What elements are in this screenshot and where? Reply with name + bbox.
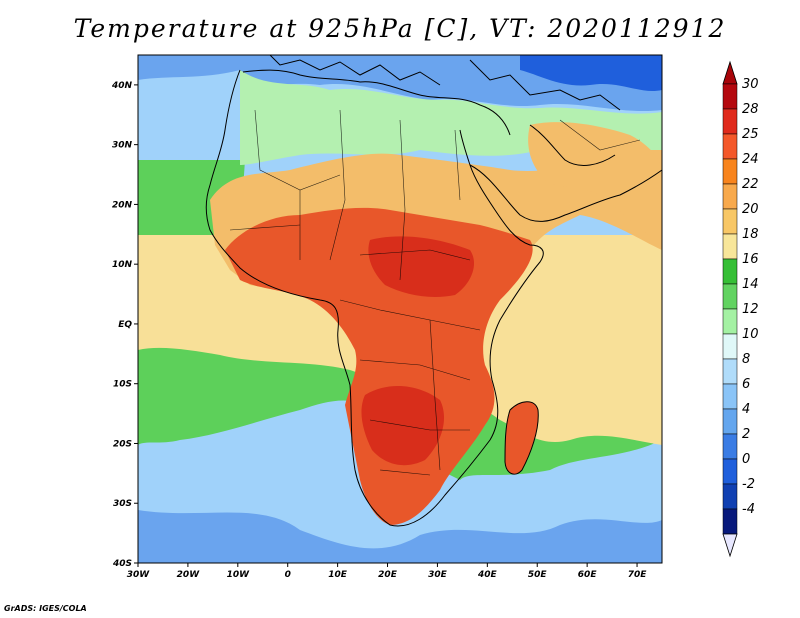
colorbar-level-label: -2 (742, 477, 755, 492)
latitude-tick-label: 10S (113, 380, 132, 390)
country-borders (229, 109, 641, 476)
colorbar-swatch (722, 83, 738, 110)
longitude-tick-label: 40E (477, 570, 498, 580)
ocean-far-south-band (138, 510, 662, 563)
colorbar-level-label: -4 (742, 502, 755, 517)
colorbar-swatch (722, 508, 738, 535)
longitude-tick-label: 60E (578, 570, 598, 580)
colorbar-swatch (722, 408, 738, 435)
latitude-ticks: 40N 30N 20N 10N EQ 10S 20S 30S 40S (111, 81, 138, 569)
colorbar-level-label: 25 (742, 127, 759, 142)
colorbar-swatch (722, 183, 738, 210)
grads-credit: GrADS: IGES/COLA (4, 604, 87, 613)
colorbar-level-label: 14 (742, 277, 759, 292)
map-title: Temperature at 925hPa [C], VT: 202011291… (73, 14, 727, 43)
longitude-tick-label: 20W (177, 570, 201, 580)
colorbar-level-label: 0 (742, 452, 750, 467)
colorbar-swatch (722, 383, 738, 410)
longitude-ticks: 30W 20W 10W 0 10E 20E 30E 40E 50E 60E 70E (127, 563, 647, 580)
europe-colder-region (520, 55, 662, 92)
arabia-warm-region (528, 122, 662, 245)
colorbar-swatch (722, 208, 738, 235)
latitude-tick-label: 30N (112, 141, 133, 151)
coastlines (205, 55, 662, 527)
colorbar-swatch (722, 308, 738, 335)
colorbar-swatch (722, 433, 738, 460)
latitude-tick-label: 40S (112, 559, 132, 569)
colorbar-swatch (722, 358, 738, 385)
colorbar-level-label: 22 (742, 177, 759, 192)
colorbar-level-label: 10 (742, 327, 759, 342)
colorbar-level-label: 28 (742, 102, 759, 117)
latitude-tick-label: 20N (112, 200, 133, 210)
colorbar-swatch (722, 158, 738, 185)
madagascar-warm (505, 401, 539, 475)
colorbar-swatch (722, 483, 738, 510)
colorbar-swatch (722, 233, 738, 260)
latitude-tick-label: 10N (112, 260, 133, 270)
colorbar-swatch (722, 333, 738, 360)
longitude-tick-label: 10W (227, 570, 251, 580)
longitude-tick-label: 20E (378, 570, 398, 580)
africa-hotter-core (361, 236, 475, 466)
colorbar-level-label: 8 (742, 352, 750, 367)
longitude-tick-label: 70E (628, 570, 648, 580)
colorbar-level-label: 16 (742, 252, 759, 267)
colorbar-level-label: 2 (742, 427, 750, 442)
colorbar-level-label: 18 (742, 227, 759, 242)
longitude-tick-label: 50E (528, 570, 548, 580)
colorbar-level-label: 12 (742, 302, 759, 317)
latitude-tick-label: 20S (113, 439, 132, 449)
colorbar-under-triangle (722, 533, 738, 558)
latitude-tick-label: 30S (113, 499, 132, 509)
colorbar-swatch (722, 283, 738, 310)
colorbar-level-label: 4 (742, 402, 750, 417)
longitude-tick-label: 0 (285, 570, 291, 580)
longitude-tick-label: 10E (328, 570, 348, 580)
plot-frame (137, 54, 663, 564)
colorbar-level-label: 20 (742, 202, 759, 217)
colorbar-swatch (722, 108, 738, 135)
colorbar-swatch (722, 258, 738, 285)
longitude-tick-label: 30W (127, 570, 151, 580)
longitude-tick-label: 30E (428, 570, 448, 580)
colorbar-level-label: 6 (742, 377, 750, 392)
colorbar-over-triangle (722, 60, 738, 85)
colorbar-swatch (722, 458, 738, 485)
temperature-field (138, 55, 662, 563)
colorbar-swatch (722, 133, 738, 160)
latitude-tick-label: EQ (118, 320, 132, 330)
latitude-tick-label: 40N (111, 81, 133, 91)
colorbar-level-label: 24 (742, 152, 759, 167)
colorbar-level-label: 30 (742, 77, 759, 92)
